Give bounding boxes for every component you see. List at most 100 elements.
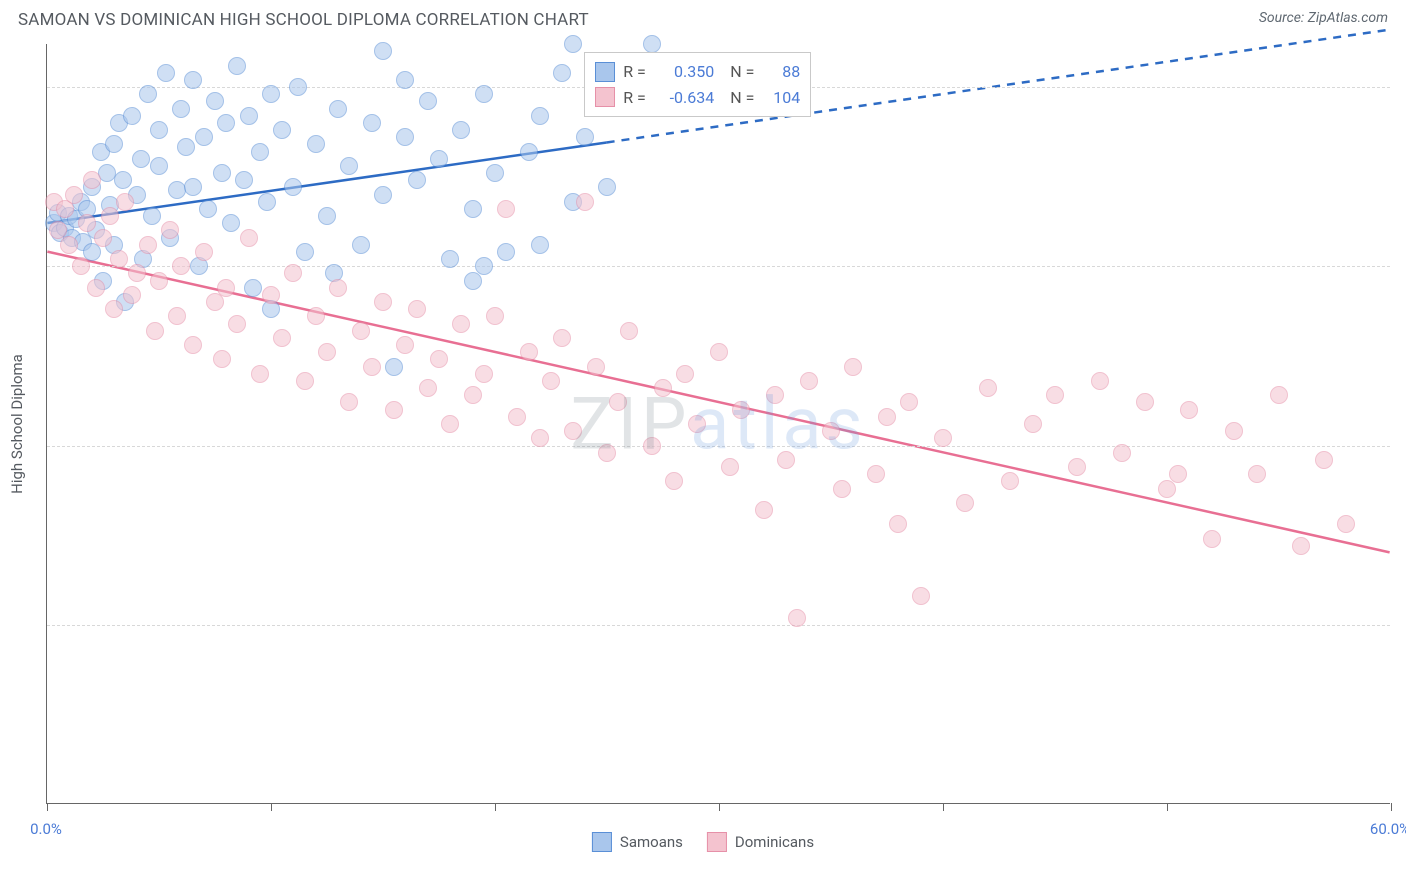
scatter-point [822, 422, 840, 440]
scatter-point [105, 135, 123, 153]
scatter-point [273, 329, 291, 347]
scatter-point [262, 85, 280, 103]
scatter-point [139, 236, 157, 254]
source-name: ZipAtlas.com [1308, 10, 1388, 26]
scatter-point [553, 329, 571, 347]
scatter-point [688, 415, 706, 433]
y-axis-label: High School Diploma [8, 354, 26, 494]
scatter-point [620, 322, 638, 340]
stats-legend-row: R = -0.634 N = 104 [595, 85, 800, 111]
scatter-point [654, 379, 672, 397]
scatter-point [665, 472, 683, 490]
scatter-point [452, 315, 470, 333]
scatter-point [1203, 530, 1221, 548]
scatter-point [172, 100, 190, 118]
scatter-point [979, 379, 997, 397]
stat-r-label: R = [623, 85, 651, 111]
scatter-point [1180, 401, 1198, 419]
scatter-point [475, 257, 493, 275]
scatter-point [721, 458, 739, 476]
y-tick-label: 87.5% [1400, 257, 1406, 275]
scatter-point [195, 243, 213, 261]
x-tick-label: 0.0% [30, 820, 62, 838]
scatter-point [452, 121, 470, 139]
scatter-point [408, 171, 426, 189]
scatter-point [87, 279, 105, 297]
scatter-point [352, 236, 370, 254]
gridline-h [47, 266, 1390, 267]
scatter-point [1292, 537, 1310, 555]
scatter-point [956, 494, 974, 512]
scatter-point [123, 286, 141, 304]
scatter-point [1001, 472, 1019, 490]
scatter-point [396, 71, 414, 89]
stat-n-label: N = [730, 85, 758, 111]
scatter-point [486, 164, 504, 182]
scatter-point [128, 264, 146, 282]
scatter-point [396, 128, 414, 146]
scatter-point [72, 257, 90, 275]
stat-r-label: R = [623, 59, 651, 85]
scatter-point [273, 121, 291, 139]
scatter-point [340, 393, 358, 411]
scatter-point [94, 229, 112, 247]
trend-lines-svg [47, 44, 1390, 803]
scatter-point [213, 350, 231, 368]
x-tick [271, 803, 272, 811]
scatter-point [464, 200, 482, 218]
scatter-point [520, 143, 538, 161]
scatter-point [65, 186, 83, 204]
scatter-point [139, 85, 157, 103]
stat-r-value: -0.634 [659, 85, 714, 111]
scatter-point [83, 171, 101, 189]
scatter-point [78, 214, 96, 232]
legend-swatch [595, 62, 615, 82]
scatter-point [284, 264, 302, 282]
scatter-point [777, 451, 795, 469]
chart-header: SAMOAN VS DOMINICAN HIGH SCHOOL DIPLOMA … [0, 0, 1406, 34]
scatter-point [251, 143, 269, 161]
gridline-h [47, 625, 1390, 626]
scatter-point [132, 150, 150, 168]
series-legend-label: Samoans [620, 833, 683, 851]
x-tick [943, 803, 944, 811]
scatter-point [206, 92, 224, 110]
scatter-point [244, 279, 262, 297]
chart-title: SAMOAN VS DOMINICAN HIGH SCHOOL DIPLOMA … [18, 10, 589, 30]
scatter-point [396, 336, 414, 354]
scatter-point [329, 279, 347, 297]
scatter-point [228, 315, 246, 333]
scatter-point [1046, 386, 1064, 404]
x-tick [47, 803, 48, 811]
scatter-point [609, 393, 627, 411]
scatter-point [497, 243, 515, 261]
scatter-point [385, 358, 403, 376]
scatter-point [564, 35, 582, 53]
scatter-point [643, 437, 661, 455]
scatter-point [217, 279, 235, 297]
stat-n-label: N = [730, 59, 758, 85]
scatter-point [374, 42, 392, 60]
stat-n-value: 104 [766, 85, 800, 111]
scatter-point [150, 121, 168, 139]
scatter-point [867, 465, 885, 483]
scatter-point [161, 221, 179, 239]
scatter-point [430, 150, 448, 168]
scatter-point [143, 207, 161, 225]
scatter-point [318, 343, 336, 361]
scatter-point [184, 336, 202, 354]
scatter-point [1068, 458, 1086, 476]
scatter-point [213, 164, 231, 182]
scatter-point [643, 35, 661, 53]
scatter-point [235, 171, 253, 189]
scatter-point [217, 114, 235, 132]
x-tick [495, 803, 496, 811]
scatter-point [116, 193, 134, 211]
scatter-point [1337, 515, 1355, 533]
x-tick-label: 60.0% [1370, 820, 1406, 838]
scatter-point [878, 408, 896, 426]
scatter-point [508, 408, 526, 426]
scatter-point [531, 236, 549, 254]
scatter-point [296, 243, 314, 261]
scatter-point [598, 178, 616, 196]
